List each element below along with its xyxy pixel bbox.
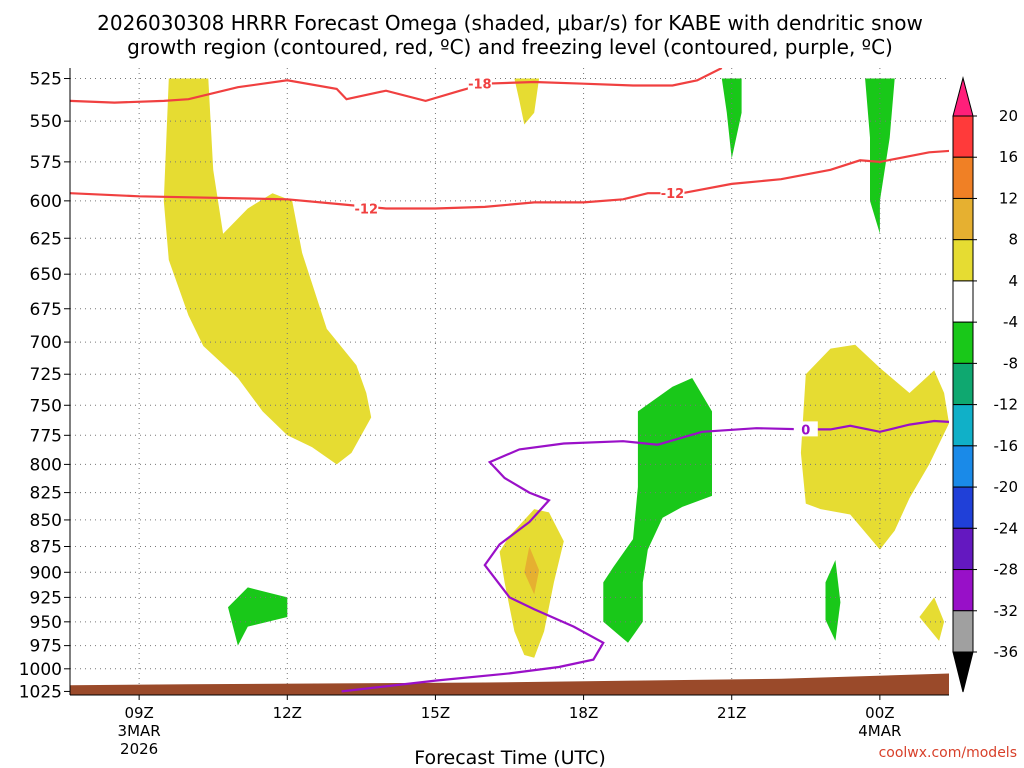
- colorbar-label-8: -16: [994, 437, 1019, 455]
- y-tick-label-750: 750: [30, 396, 62, 416]
- x-tick-label-09Z: 09Z: [124, 704, 153, 722]
- colorbar-label-1: 16: [999, 148, 1018, 166]
- colorbar-label-12: -32: [994, 602, 1019, 620]
- x-tick-date-00Z: 4MAR: [858, 722, 901, 740]
- colorbar-box-3: [952, 239, 974, 282]
- y-tick-label-925: 925: [30, 588, 62, 608]
- y-tick-label-775: 775: [30, 426, 62, 446]
- contour-label-dgz-cold-bg: [467, 75, 492, 91]
- y-tick-label-725: 725: [30, 365, 62, 385]
- x-tick-label-00Z: 00Z: [865, 704, 894, 722]
- colorbar-label-6: -8: [1003, 354, 1018, 372]
- contour-label-freezing-bg: [793, 421, 818, 437]
- contour-label-dgz-cold: -18: [468, 78, 492, 93]
- colorbar-label-2: 12: [999, 189, 1018, 207]
- colorbar-top-arrow: [952, 76, 974, 117]
- omega-region-3: [800, 344, 949, 550]
- colorbar-box-10: [952, 527, 974, 571]
- colorbar-box-5: [952, 321, 974, 364]
- y-tick-label-700: 700: [30, 333, 62, 353]
- colorbar-box-2: [952, 197, 974, 241]
- colorbar: 20 16 12 8 4 -4 -8 -12 -16 -20 -24 -28 -32 -36: [952, 76, 1019, 693]
- colorbar-box-7: [952, 404, 974, 447]
- x-tick-date-09Z: 3MAR: [118, 722, 161, 740]
- colorbar-label-4: 4: [1008, 272, 1018, 290]
- y-tick-label-850: 850: [30, 511, 62, 531]
- y-tick-label-600: 600: [30, 192, 62, 212]
- colorbar-box-9: [952, 486, 974, 529]
- colorbar-box-4: [952, 280, 974, 323]
- terrain-surface: [70, 673, 949, 695]
- y-tick-label-800: 800: [30, 455, 62, 475]
- contour-label-dgz-warm-2: -12: [661, 187, 685, 202]
- colorbar-label-10: -24: [994, 519, 1019, 537]
- colorbar-label-0: 20: [999, 107, 1018, 125]
- dgz-cold-contour: [70, 68, 723, 104]
- colorbar-box-1: [952, 156, 974, 199]
- colorbar-label-7: -12: [994, 396, 1019, 414]
- colorbar-label-5: -4: [1003, 313, 1018, 331]
- colorbar-label-13: -36: [994, 643, 1019, 661]
- omega-region-10: [825, 560, 841, 641]
- y-tick-label-550: 550: [30, 112, 62, 132]
- colorbar-box-0: [952, 115, 974, 158]
- x-tick-label-15Z: 15Z: [421, 704, 450, 722]
- y-tick-label-900: 900: [30, 563, 62, 583]
- omega-region-7: [603, 378, 712, 643]
- y-tick-label-525: 525: [30, 70, 62, 90]
- colorbar-bottom-arrow: [952, 651, 974, 693]
- y-tick-label-650: 650: [30, 265, 62, 285]
- omega-region-4: [919, 597, 945, 641]
- x-axis-title: Forecast Time (UTC): [414, 747, 605, 768]
- contour-label-dgz-warm-1: -12: [355, 202, 379, 217]
- chart-title-line2: growth region (contoured, red, ºC) and f…: [127, 35, 893, 59]
- credit-label: coolwx.com/models: [879, 745, 1017, 761]
- x-tick-label-18Z: 18Z: [569, 704, 598, 722]
- y-tick-label-1000: 1000: [19, 660, 62, 680]
- omega-region-9: [865, 78, 895, 234]
- x-tick-label-21Z: 21Z: [717, 704, 746, 722]
- colorbar-label-11: -28: [994, 561, 1019, 579]
- contour-label-dgz-warm-1-bg: [354, 200, 379, 216]
- colorbar-box-8: [952, 445, 974, 488]
- colorbar-box-11: [952, 569, 974, 612]
- y-tick-label-675: 675: [30, 300, 62, 320]
- colorbar-label-9: -20: [994, 478, 1019, 496]
- freezing-level-contour: [341, 419, 949, 693]
- contour-label-freezing: 0: [801, 423, 810, 438]
- axes: 525 550 575 600 625 650 675 700 725 750 775 800 825 8…: [19, 68, 949, 758]
- y-tick-label-825: 825: [30, 484, 62, 504]
- contour-label-dgz-warm-2-bg: [660, 185, 685, 201]
- chart-title-line1: 2026030308 HRRR Forecast Omega (shaded, …: [97, 11, 923, 35]
- omega-region-5: [524, 546, 540, 595]
- y-tick-label-950: 950: [30, 613, 62, 633]
- omega-region-6: [228, 587, 288, 646]
- y-tick-label-1025: 1025: [19, 682, 62, 702]
- colorbar-box-12: [952, 610, 974, 653]
- colorbar-label-3: 8: [1008, 231, 1018, 249]
- contours: -18 -12 -12 0: [70, 68, 949, 693]
- x-tick-label-12Z: 12Z: [273, 704, 302, 722]
- terrain-fill: [70, 673, 949, 695]
- colorbar-box-6: [952, 362, 974, 406]
- y-tick-label-975: 975: [30, 637, 62, 657]
- x-tick-year-09Z: 2026: [120, 740, 158, 758]
- dgz-warm-contour: [70, 149, 949, 210]
- y-tick-label-625: 625: [30, 229, 62, 249]
- y-tick-label-575: 575: [30, 153, 62, 173]
- omega-region-1: [514, 78, 540, 125]
- y-tick-label-875: 875: [30, 537, 62, 557]
- omega-region-0: [163, 78, 372, 465]
